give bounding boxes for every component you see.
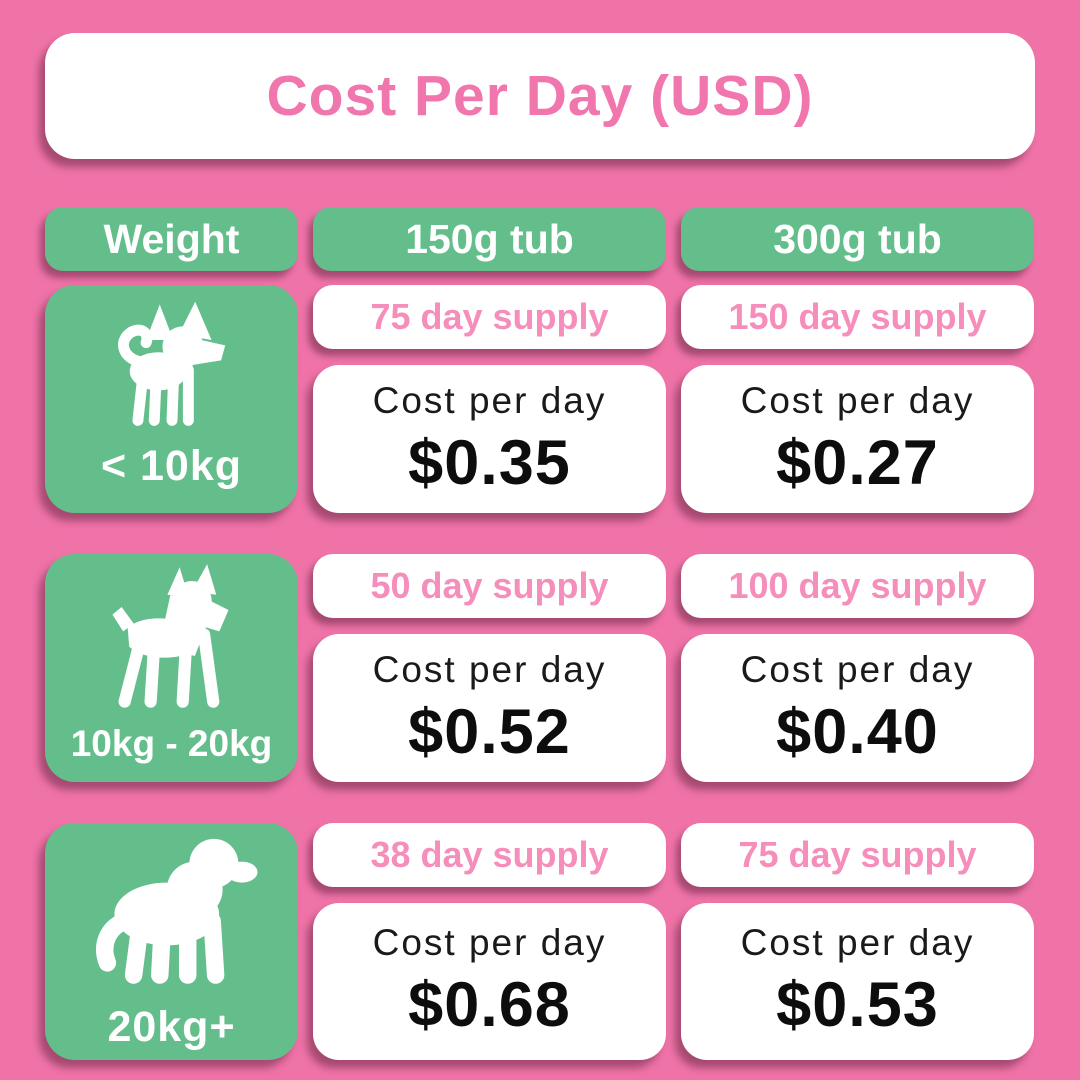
column-header-weight-label: Weight xyxy=(103,215,240,262)
price-value: $0.35 xyxy=(408,427,571,498)
column-header-300g-tub: 300g tub xyxy=(681,207,1034,271)
supply-pill: 38 day supply xyxy=(313,823,666,887)
cost-card: Cost per day $0.40 xyxy=(681,634,1034,782)
supply-text: 75 day supply xyxy=(738,834,977,875)
weight-cell-medium-dog: 10kg - 20kg xyxy=(45,554,298,782)
column-header-row: Weight 150g tub 300g tub xyxy=(45,207,1035,271)
cell-large-dog-300g: 75 day supply Cost per day $0.53 xyxy=(681,823,1034,1060)
supply-text: 75 day supply xyxy=(370,296,609,337)
cost-per-day-label: Cost per day xyxy=(740,922,975,963)
cell-large-dog-150g: 38 day supply Cost per day $0.68 xyxy=(313,823,666,1060)
cell-small-dog-300g: 150 day supply Cost per day $0.27 xyxy=(681,285,1034,513)
page-title: Cost Per Day (USD) xyxy=(266,64,814,128)
column-header-150g-tub-label: 150g tub xyxy=(405,215,574,262)
supply-text: 50 day supply xyxy=(370,565,609,606)
weight-label: < 10kg xyxy=(100,442,243,490)
supply-text: 150 day supply xyxy=(728,296,987,337)
supply-text: 38 day supply xyxy=(370,834,609,875)
supply-text: 100 day supply xyxy=(728,565,987,606)
price-value: $0.40 xyxy=(776,696,939,767)
weight-cell-large-dog: 20kg+ xyxy=(45,823,298,1060)
price-value: $0.53 xyxy=(776,970,939,1040)
weight-label: 10kg - 20kg xyxy=(70,722,273,764)
large-dog-icon xyxy=(76,823,268,991)
cell-medium-dog-300g: 100 day supply Cost per day $0.40 xyxy=(681,554,1034,782)
supply-pill: 150 day supply xyxy=(681,285,1034,349)
table-row-small-dog: < 10kg 75 day supply Cost per day $0.35 … xyxy=(45,285,1035,513)
cost-card: Cost per day $0.68 xyxy=(313,903,666,1060)
cost-card: Cost per day $0.35 xyxy=(313,365,666,513)
cost-per-day-label: Cost per day xyxy=(372,922,607,963)
column-header-weight: Weight xyxy=(45,207,298,271)
cell-medium-dog-150g: 50 day supply Cost per day $0.52 xyxy=(313,554,666,782)
title-card: Cost Per Day (USD) xyxy=(45,33,1035,159)
cost-card: Cost per day $0.27 xyxy=(681,365,1034,513)
cost-per-day-label: Cost per day xyxy=(372,648,607,690)
price-value: $0.27 xyxy=(776,427,939,498)
column-header-150g-tub: 150g tub xyxy=(313,207,666,271)
price-value: $0.68 xyxy=(408,970,571,1040)
medium-dog-icon xyxy=(88,563,256,711)
cost-per-day-label: Cost per day xyxy=(740,648,975,690)
cost-per-day-label: Cost per day xyxy=(372,379,607,421)
column-header-300g-tub-label: 300g tub xyxy=(773,215,942,262)
cost-card: Cost per day $0.52 xyxy=(313,634,666,782)
small-dog-icon xyxy=(97,299,247,430)
cost-per-day-label: Cost per day xyxy=(740,379,975,421)
cost-card: Cost per day $0.53 xyxy=(681,903,1034,1060)
supply-pill: 75 day supply xyxy=(313,285,666,349)
table-row-large-dog: 20kg+ 38 day supply Cost per day $0.68 7… xyxy=(45,823,1035,1060)
supply-pill: 100 day supply xyxy=(681,554,1034,618)
weight-cell-small-dog: < 10kg xyxy=(45,285,298,513)
price-value: $0.52 xyxy=(408,696,571,767)
supply-pill: 75 day supply xyxy=(681,823,1034,887)
cell-small-dog-150g: 75 day supply Cost per day $0.35 xyxy=(313,285,666,513)
supply-pill: 50 day supply xyxy=(313,554,666,618)
table-row-medium-dog: 10kg - 20kg 50 day supply Cost per day $… xyxy=(45,554,1035,782)
weight-label: 20kg+ xyxy=(107,1003,236,1051)
infographic-page: Cost Per Day (USD) Weight 150g tub 300g … xyxy=(45,33,1035,1060)
